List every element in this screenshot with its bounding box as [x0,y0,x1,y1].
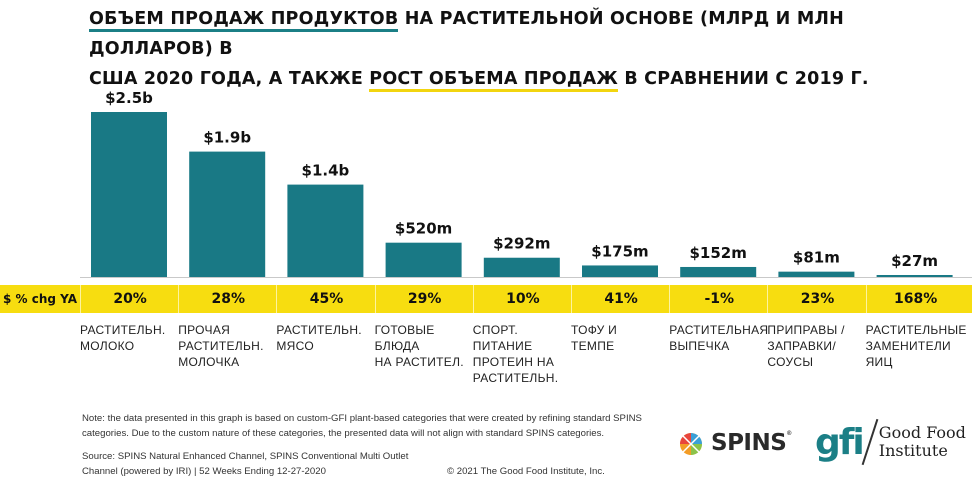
category-label: РАСТИТЕЛЬНАЯ ВЫПЕЧКА [669,323,769,353]
pct-change-cell: 20% [80,285,179,313]
pct-change-cell: 28% [178,285,277,313]
bar-value-label: $292m [493,235,550,253]
bar-5 [582,265,658,277]
title-part-5: В СРАВНЕНИИ С 2019 Г. [618,69,869,89]
pct-change-cell: 45% [276,285,375,313]
bar-value-label: $1.9b [203,129,251,147]
pct-change-band [0,285,972,313]
category-label: ГОТОВЫЕ БЛЮДА НА РАСТИТЕЛ. [374,323,464,369]
bar-3 [385,242,462,277]
copyright: © 2021 The Good Food Institute, Inc. [447,466,605,477]
bar-8 [876,275,953,277]
category-label: РАСТИТЕЛЬН. МЯСО [276,323,362,353]
pct-change-cell: 23% [767,285,866,313]
pct-change-cell: 29% [374,285,474,313]
bar-value-label: $81m [793,249,840,267]
title-part-2: НА РАСТИТЕЛЬНОЙ ОСНОВЕ (МЛРД И МЛН ДОЛЛА… [89,9,845,59]
spins-logo: SPINS® [677,430,792,456]
gfi-name: Good Food Institute [878,423,966,460]
title-underlined-part-4: РОСТ ОБЪЕМА ПРОДАЖ [369,69,619,92]
bar-value-label: $1.4b [302,162,350,180]
source-note: Source: SPINS Natural Enhanced Channel, … [82,449,442,479]
bar-value-label: $2.5b [105,89,153,107]
bar-2 [287,184,364,277]
bar-0 [91,112,167,277]
bar-value-label: $520m [395,220,452,238]
title-part-3: США 2020 ГОДА, А ТАКЖЕ [89,69,370,89]
bar-value-label: $27m [891,252,938,270]
bar-4 [483,257,560,277]
category-label: ПРОЧАЯ РАСТИТЕЛЬН. МОЛОЧКА [178,323,264,369]
bar-value-label: $175m [591,242,648,260]
source-line-1: Source: SPINS Natural Enhanced Channel, … [82,451,409,462]
gfi-mark: gfi [815,421,865,463]
footnote: Note: the data presented in this graph i… [82,413,642,439]
pct-change-cell: 41% [571,285,670,313]
category-label: СПОРТ. ПИТАНИЕ ПРОТЕИН НА РАСТИТЕЛЬН. [472,323,559,385]
pct-change-row-label: $ % chg YA [3,292,77,306]
pct-change-cell: -1% [669,285,768,313]
chart-title: ОБЪЕМ ПРОДАЖ ПРОДУКТОВ НА РАСТИТЕЛЬНОЙ О… [89,4,969,94]
gfi-divider [861,418,879,466]
bar-chart: $2.5b $1.9b $1.4b $520m $292m $175m $152m $81m $… [80,89,972,278]
source-line-2: Channel (powered by IRI) | 52 Weeks Endi… [82,466,326,477]
category-label: РАСТИТЕЛЬНЫЕ ЗАМЕНИТЕЛИ ЯИЦ [865,323,967,369]
bar-value-label: $152m [690,244,747,262]
bar-6 [680,266,757,277]
bar-7 [778,271,855,277]
category-label: ПРИПРАВЫ / ЗАПРАВКИ/ СОУСЫ [767,323,845,369]
pct-change-cell: 10% [472,285,572,313]
gfi-logo: gfi Good Food Institute [815,418,966,466]
category-label: ТОФУ И ТЕМПЕ [571,323,618,353]
pct-change-cell: 168% [865,285,965,313]
spins-wordmark: SPINS® [711,430,792,456]
bar-1 [189,151,266,277]
title-underlined-part-1: ОБЪЕМ ПРОДАЖ ПРОДУКТОВ [89,9,399,32]
category-label: РАСТИТЕЛЬН. МОЛОКО [80,323,166,353]
spins-globe-icon [680,433,702,455]
